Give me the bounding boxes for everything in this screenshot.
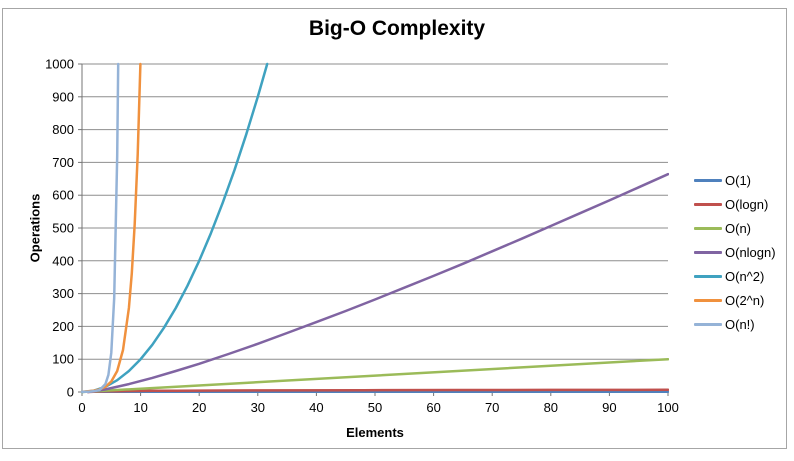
legend-swatch (694, 226, 722, 230)
y-tick-label: 800 (52, 122, 74, 137)
legend-swatch (694, 202, 722, 206)
x-tick-label: 10 (133, 400, 147, 415)
legend-item: O(nlogn) (694, 240, 776, 264)
legend-item: O(n^2) (694, 264, 776, 288)
x-tick-label: 70 (485, 400, 499, 415)
legend-swatch (694, 250, 722, 254)
legend-swatch (694, 298, 722, 302)
x-tick-label: 0 (78, 400, 85, 415)
legend-label: O(logn) (725, 196, 769, 212)
x-tick-label: 100 (657, 400, 679, 415)
legend-swatch (694, 322, 722, 326)
legend-label: O(1) (725, 172, 751, 188)
legend-label: O(nlogn) (725, 244, 776, 260)
y-axis-title: Operations (27, 193, 43, 263)
series-line-O(n^2) (81, 62, 269, 394)
x-axis-title: Elements (346, 425, 404, 440)
x-tick-label: 80 (544, 400, 558, 415)
y-tick-label: 1000 (45, 57, 74, 72)
legend-item: O(n) (694, 216, 776, 240)
y-tick-label: 400 (52, 253, 74, 268)
y-tick-label: 0 (67, 385, 74, 400)
x-tick-label: 20 (192, 400, 206, 415)
legend-label: O(n) (725, 220, 751, 236)
series-line-O(nlogn) (86, 172, 669, 394)
x-tick-label: 40 (309, 400, 323, 415)
legend-item: O(logn) (694, 192, 776, 216)
y-tick-label: 900 (52, 89, 74, 104)
legend-item: O(1) (694, 168, 776, 192)
series-line-O(n) (81, 357, 669, 394)
legend-label: O(n^2) (725, 268, 765, 284)
legend-swatch (694, 178, 722, 182)
series-line-O(n!) (81, 62, 120, 393)
legend-item: O(2^n) (694, 288, 776, 312)
chart-legend: O(1) O(logn) O(n) O(nlogn) O(n^2) O(2^n) O(n!) (694, 168, 776, 336)
chart-title: Big-O Complexity (308, 17, 486, 40)
y-tick-label: 700 (52, 155, 74, 170)
x-tick-label: 30 (251, 400, 265, 415)
legend-label: O(n!) (725, 316, 755, 332)
y-tick-label: 600 (52, 188, 74, 203)
legend-swatch (694, 274, 722, 278)
x-tick-label: 50 (368, 400, 382, 415)
y-tick-label: 100 (52, 352, 74, 367)
y-tick-label: 200 (52, 319, 74, 334)
legend-label: O(2^n) (725, 292, 765, 308)
y-tick-label: 300 (52, 286, 74, 301)
legend-item: O(n!) (694, 312, 776, 336)
y-tick-label: 500 (52, 221, 74, 236)
x-tick-label: 60 (426, 400, 440, 415)
x-tick-label: 90 (602, 400, 616, 415)
